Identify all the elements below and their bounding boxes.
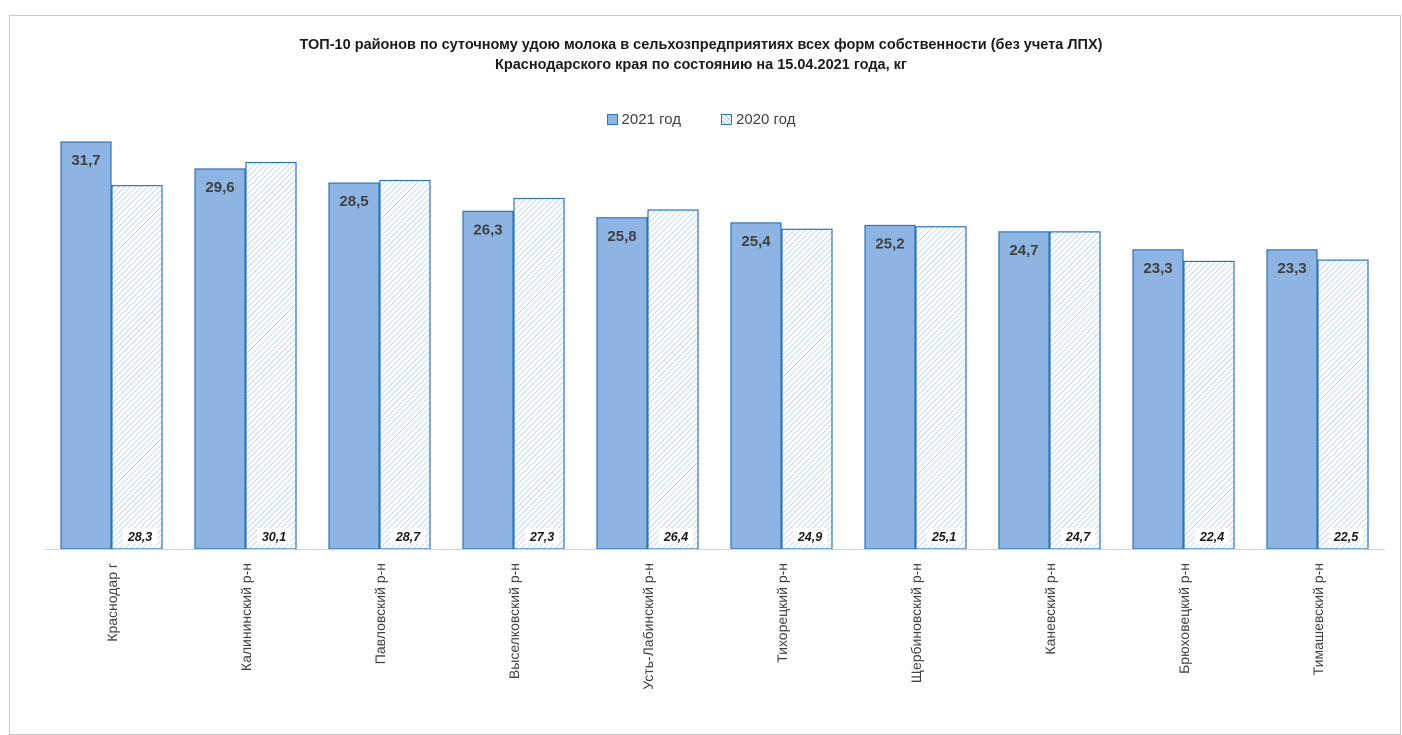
value-label-bg-2020-9	[1195, 528, 1229, 544]
value-label-2021-7: 25,2	[875, 235, 904, 252]
bars-layer	[60, 141, 1369, 550]
value-label-bg-2020-1	[123, 528, 157, 544]
value-label-2020-6: 24,9	[797, 530, 822, 544]
value-label-bg-2020-8	[1061, 528, 1095, 544]
legend-item-2020: 2020 год	[721, 111, 795, 128]
value-label-2020-2: 30,1	[262, 530, 286, 544]
bar-2020-7	[915, 226, 967, 550]
category-label-6: Тихорецкий р-н	[774, 563, 790, 663]
value-label-bg-2020-2	[257, 528, 291, 544]
value-label-2021-6: 25,4	[741, 233, 771, 250]
bar-2021-1	[60, 141, 112, 550]
value-label-bg-2020-5	[659, 528, 693, 544]
bar-2020-1	[111, 185, 163, 550]
bar-chart: 31,7 28,3 29,6 30,1 28,5 28,7 26,3 27,3 25,8 26,4…	[45, 141, 1385, 690]
value-label-2021-1: 31,7	[71, 152, 100, 169]
chart-title-line1: ТОП-10 районов по суточному удою молока …	[299, 37, 1103, 53]
bar-2020-8	[1049, 231, 1101, 550]
legend-label-2021: 2021 год	[621, 111, 681, 128]
value-label-2021-5: 25,8	[607, 228, 636, 245]
value-label-bg-2020-3	[391, 528, 425, 544]
bar-2020-4	[513, 197, 565, 550]
value-label-bg-2020-6	[793, 528, 827, 544]
bar-2020-6	[781, 228, 833, 550]
bar-2021-9	[1132, 249, 1184, 550]
chart-title: ТОП-10 районов по суточному удою молока …	[0, 35, 1402, 75]
value-label-2021-3: 28,5	[339, 193, 368, 210]
legend-swatch-2020	[721, 114, 732, 125]
chart-title-line2: Краснодарского края по состоянию на 15.0…	[495, 57, 907, 73]
bar-2020-10	[1317, 259, 1369, 550]
category-label-1: Краснодар г	[104, 563, 120, 642]
bar-2021-6	[730, 222, 782, 550]
category-label-2: Калининский р-н	[238, 563, 254, 671]
labels-layer: 31,7 28,3 29,6 30,1 28,5 28,7 26,3 27,3 25,8 26,4…	[71, 152, 1363, 544]
bar-2020-3	[379, 179, 431, 550]
value-label-bg-2020-7	[927, 528, 961, 544]
bar-2021-2	[194, 168, 246, 550]
bar-2021-7	[864, 224, 916, 550]
bar-2021-5	[596, 217, 648, 550]
value-label-2020-3: 28,7	[395, 530, 421, 544]
value-label-2020-5: 26,4	[663, 530, 688, 544]
chart-legend: 2021 год 2020 год	[0, 111, 1402, 128]
bar-2021-8	[998, 231, 1050, 550]
value-label-2020-8: 24,7	[1065, 530, 1091, 544]
legend-item-2021: 2021 год	[606, 111, 681, 128]
value-label-2021-2: 29,6	[205, 179, 234, 196]
value-label-bg-2020-10	[1329, 528, 1363, 544]
value-label-2020-9: 22,4	[1199, 530, 1224, 544]
bar-2020-2	[245, 161, 297, 550]
value-label-2021-4: 26,3	[473, 221, 502, 238]
bar-2020-5	[647, 209, 699, 550]
value-label-2020-7: 25,1	[931, 530, 956, 544]
category-label-4: Выселковский р-н	[506, 563, 522, 679]
category-label-3: Павловский р-н	[372, 563, 388, 664]
value-label-2020-1: 28,3	[127, 530, 152, 544]
bar-2021-4	[462, 210, 514, 550]
value-label-2021-8: 24,7	[1009, 242, 1038, 259]
bar-2021-3	[328, 182, 380, 550]
category-label-8: Каневский р-н	[1042, 563, 1058, 655]
bar-2021-10	[1266, 249, 1318, 550]
value-label-2021-10: 23,3	[1277, 260, 1306, 277]
legend-label-2020: 2020 год	[736, 111, 796, 128]
category-label-5: Усть-Лабинский р-н	[640, 563, 656, 690]
category-label-9: Брюховецкий р-н	[1176, 563, 1192, 674]
value-label-2020-10: 22,5	[1333, 530, 1359, 544]
category-label-7: Щербиновский р-н	[908, 563, 924, 683]
category-label-10: Тимашевский р-н	[1310, 563, 1326, 675]
value-label-2020-4: 27,3	[529, 530, 554, 544]
value-label-2021-9: 23,3	[1143, 260, 1172, 277]
legend-swatch-2021	[606, 114, 618, 125]
value-label-bg-2020-4	[525, 528, 559, 544]
category-labels: Краснодар г Калининский р-н Павловский р-н…	[104, 563, 1326, 690]
bar-2020-9	[1183, 260, 1235, 550]
